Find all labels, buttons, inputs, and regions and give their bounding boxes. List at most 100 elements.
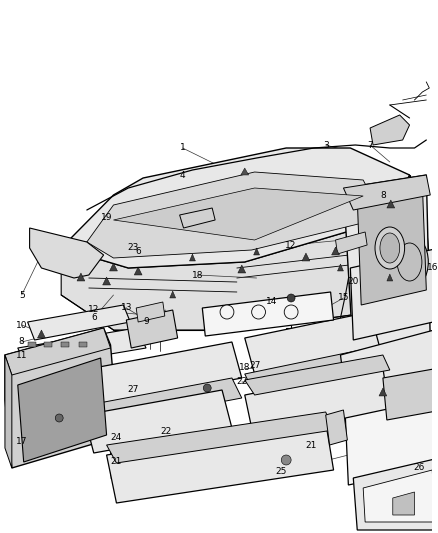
Polygon shape [113, 188, 363, 240]
Text: 1: 1 [180, 143, 185, 152]
Circle shape [281, 455, 291, 465]
Polygon shape [241, 168, 249, 175]
Text: 11: 11 [16, 351, 28, 359]
Polygon shape [336, 232, 367, 254]
Polygon shape [350, 248, 438, 340]
Polygon shape [106, 422, 334, 503]
Polygon shape [245, 312, 380, 374]
Text: 4: 4 [180, 171, 185, 180]
Bar [28, 342, 35, 347]
Polygon shape [94, 342, 242, 404]
Polygon shape [353, 458, 438, 530]
Ellipse shape [391, 235, 428, 289]
Text: 6: 6 [91, 313, 97, 322]
Text: 21: 21 [305, 440, 317, 449]
Polygon shape [5, 328, 110, 375]
Text: 13: 13 [120, 303, 132, 312]
Bar [44, 342, 52, 347]
Polygon shape [5, 355, 12, 468]
Text: 15: 15 [338, 294, 349, 303]
Ellipse shape [375, 227, 405, 269]
Polygon shape [383, 368, 438, 420]
Text: 21: 21 [111, 457, 122, 466]
Circle shape [284, 305, 298, 319]
Text: 5: 5 [19, 290, 25, 300]
Text: 19: 19 [101, 214, 112, 222]
Text: 8: 8 [380, 190, 386, 199]
Polygon shape [387, 200, 395, 208]
Polygon shape [126, 310, 178, 348]
Polygon shape [61, 175, 410, 330]
Polygon shape [136, 302, 165, 322]
Polygon shape [61, 242, 87, 268]
Polygon shape [94, 378, 242, 424]
Text: 18: 18 [239, 364, 251, 373]
Text: 17: 17 [16, 438, 28, 447]
Polygon shape [5, 328, 117, 468]
Text: 6: 6 [135, 247, 141, 256]
Text: 18: 18 [191, 271, 203, 279]
Polygon shape [61, 148, 410, 268]
Polygon shape [170, 291, 176, 298]
Ellipse shape [397, 243, 422, 281]
Text: 22: 22 [160, 427, 171, 437]
Text: 3: 3 [323, 141, 328, 149]
Bar [79, 342, 87, 347]
Circle shape [252, 305, 265, 319]
Circle shape [55, 414, 63, 422]
Circle shape [287, 294, 295, 302]
Text: 20: 20 [348, 278, 359, 287]
Text: 16: 16 [427, 263, 438, 272]
Polygon shape [134, 267, 142, 275]
Polygon shape [357, 185, 426, 305]
Text: 9: 9 [143, 318, 149, 327]
Polygon shape [326, 410, 347, 445]
Text: 12: 12 [88, 305, 99, 314]
Polygon shape [84, 390, 232, 453]
Polygon shape [28, 305, 130, 340]
Text: 12: 12 [286, 240, 297, 249]
Text: 14: 14 [266, 297, 277, 306]
Polygon shape [18, 358, 106, 462]
Polygon shape [238, 265, 246, 273]
Polygon shape [245, 355, 390, 395]
Polygon shape [387, 205, 429, 310]
Polygon shape [245, 348, 380, 394]
Circle shape [220, 305, 234, 319]
Circle shape [203, 384, 211, 392]
Polygon shape [190, 254, 195, 261]
Polygon shape [245, 368, 390, 442]
Polygon shape [338, 264, 343, 271]
Polygon shape [363, 470, 434, 522]
Polygon shape [110, 263, 117, 271]
Polygon shape [340, 330, 438, 393]
Polygon shape [387, 274, 393, 281]
Polygon shape [30, 228, 104, 278]
Text: 10: 10 [16, 320, 28, 329]
Polygon shape [346, 398, 438, 485]
Text: 23: 23 [127, 244, 139, 253]
Polygon shape [254, 248, 260, 255]
Text: 22: 22 [236, 377, 247, 386]
Text: 27: 27 [249, 360, 260, 369]
Polygon shape [87, 172, 383, 258]
Polygon shape [379, 388, 387, 396]
Polygon shape [332, 247, 339, 255]
Polygon shape [370, 115, 410, 145]
Ellipse shape [380, 233, 400, 263]
Text: 26: 26 [414, 464, 425, 472]
Polygon shape [393, 492, 414, 515]
Text: 8: 8 [19, 337, 25, 346]
Polygon shape [18, 328, 146, 368]
Polygon shape [302, 253, 310, 261]
Polygon shape [202, 292, 334, 336]
Polygon shape [343, 175, 430, 355]
Bar [61, 342, 69, 347]
Polygon shape [38, 330, 46, 338]
Polygon shape [180, 208, 215, 228]
Polygon shape [106, 412, 334, 463]
Polygon shape [343, 175, 430, 210]
Text: 27: 27 [127, 385, 139, 394]
Polygon shape [77, 273, 85, 281]
Text: 7: 7 [367, 141, 373, 149]
